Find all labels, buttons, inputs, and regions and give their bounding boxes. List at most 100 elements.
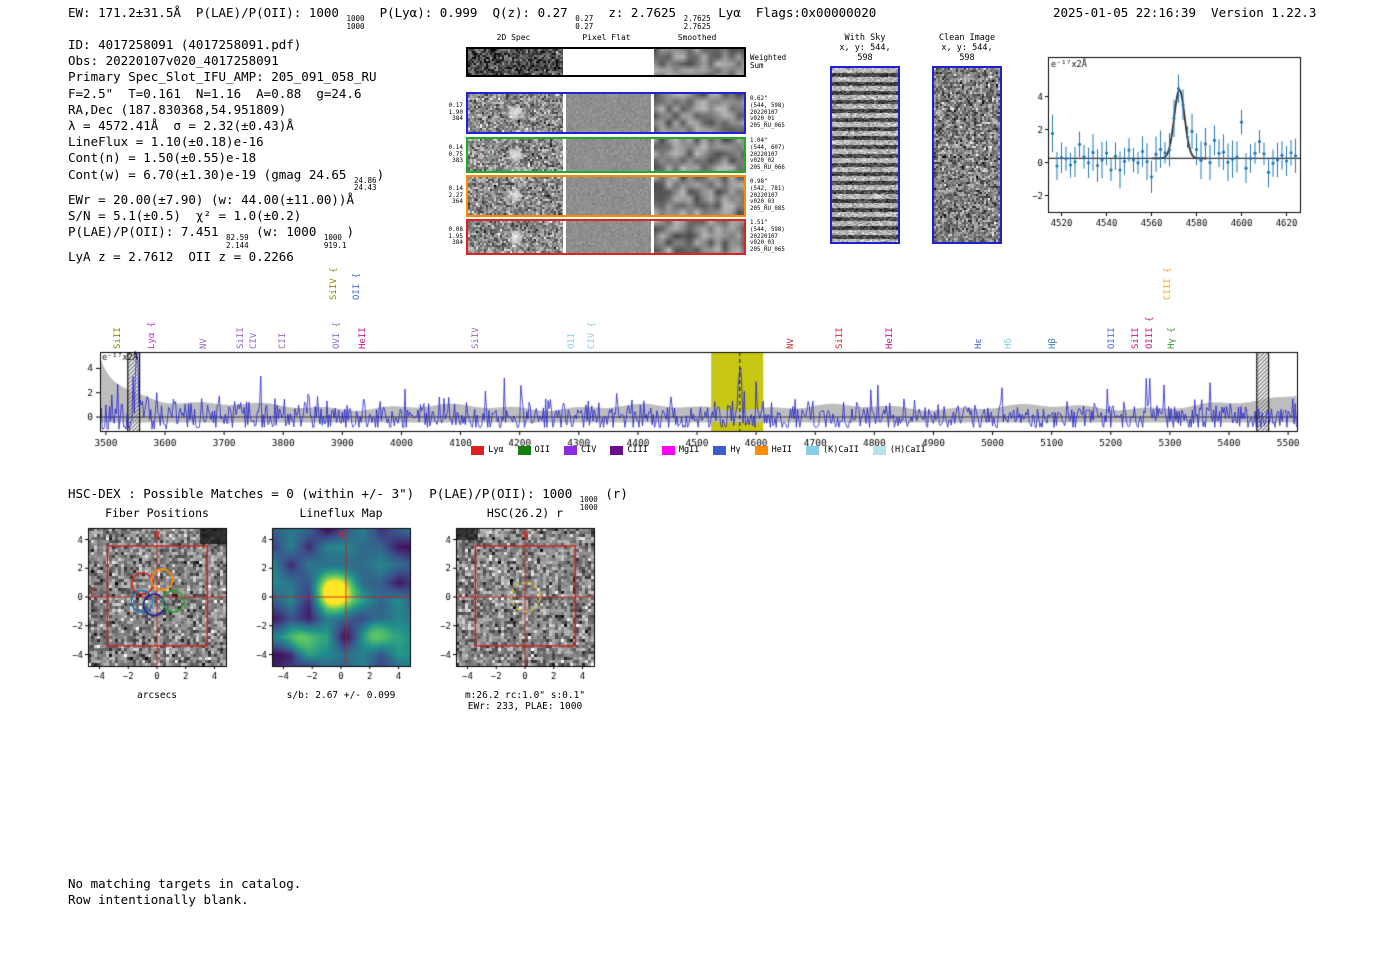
with-sky-coords: x, y: 544, 598	[839, 43, 891, 63]
legend-item: OII	[517, 445, 550, 455]
spec2d-row-right-info: 0.62" (544, 598) 20220107 v020_01 205_RU_065	[750, 96, 796, 130]
spec2d-row-left-stats: 0.17 1.90 384	[442, 102, 463, 123]
emission-line-label: CIII {	[1162, 267, 1173, 300]
info-value: 20220107	[750, 233, 778, 240]
line-fit-chart	[1020, 50, 1320, 235]
legend-item: (K)CaII	[806, 445, 859, 455]
legend-item: Lyα	[471, 445, 504, 455]
emission-line-label: CIV {	[586, 321, 597, 349]
text-segment: S/N = 5.1(±0.5) χ² = 1.0(±0.2)	[68, 207, 302, 223]
fraction-top: 82.59	[226, 233, 249, 243]
hsc-r-cutout: HSC(26.2) r m:26.2 rc:1.0" s:0.1" EWr: 2…	[424, 506, 614, 712]
info-value: v020_03	[750, 240, 775, 247]
stat-value: 1.95	[448, 232, 463, 240]
stacked-fraction: 82.59 2.144	[226, 234, 249, 249]
info-line: Cont(w) = 6.70(±1.30)e-19 (gmag 24.65 24…	[68, 167, 384, 192]
col-header-2dspec: 2D Spec	[496, 33, 531, 42]
legend-swatch	[806, 445, 820, 455]
cutout-xlabel2: EWr: 233, PLAE: 1000	[467, 701, 583, 712]
clean-image-coords: x, y: 544, 598	[941, 43, 993, 63]
legend-swatch	[564, 445, 577, 455]
stacked-fraction: 1000 1000	[580, 496, 598, 511]
legend-item: CIV	[564, 445, 596, 455]
spec2d-row-right-info: Weighted Sum	[750, 52, 796, 71]
info-value: Sum	[750, 61, 764, 70]
fraction-top: 1000	[579, 495, 598, 504]
smoothed-strip	[654, 94, 744, 132]
col-header-pixelflat: Pixel Flat	[582, 33, 631, 42]
info-value: (542, 781)	[750, 185, 785, 192]
info-line: S/N = 5.1(±0.5) χ² = 1.0(±0.2)	[68, 208, 384, 224]
smoothed-strip	[654, 177, 744, 215]
legend-label: (H)CaII	[889, 445, 926, 455]
clean-image-panel: Clean Image x, y: 544, 598	[932, 33, 1002, 244]
stacked-fraction: 24.86 24.43	[354, 177, 377, 192]
text-segment: Cont(w) = 6.70(±1.30)e-19 (gmag 24.65	[68, 166, 354, 182]
info-value: 20220107	[750, 109, 778, 116]
legend-label: Lyα	[488, 445, 504, 455]
pixelflat-strip	[566, 177, 651, 215]
legend-label: Hγ	[730, 445, 741, 455]
spec2d-strip	[468, 177, 563, 215]
spec2d-row-right-info: 1.04" (544, 607) 20220107 v020_02 205_RU_066	[750, 138, 796, 172]
spec2d-row-left-stats: 0.14 2.27 364	[442, 185, 463, 206]
info-value: 205_RU_085	[750, 206, 785, 213]
info-line: Primary Spec_Slot_IFU_AMP: 205_091_058_R…	[68, 69, 384, 85]
fraction-bottom: 919.1	[323, 240, 347, 250]
emission-line-label: SiIV {	[329, 267, 340, 300]
text-segment: Lyα Flags:0x00000020	[710, 5, 877, 20]
footer-note-1: No matching targets in catalog.	[68, 876, 302, 891]
info-value: v020_01	[750, 116, 775, 123]
cutout-title: Fiber Positions	[105, 506, 209, 520]
info-line: Obs: 20220107v020_4017258091	[68, 53, 384, 69]
info-value: 205_RU_065	[750, 247, 785, 254]
legend-label: HeII	[771, 445, 793, 455]
fraction-bottom: 2.7625	[683, 21, 711, 31]
stat-value: 0.14	[448, 144, 463, 151]
with-sky-image	[830, 66, 900, 244]
stat-value: 0.17	[448, 102, 463, 109]
info-value: (544, 598)	[750, 102, 785, 109]
pixelflat-strip	[566, 139, 651, 171]
fraction-bottom: 1000	[346, 21, 365, 31]
text-segment: LineFlux = 1.10(±0.18)e-16	[68, 134, 264, 150]
info-value: v020_03	[750, 199, 775, 206]
text-segment: EW: 171.2±31.5Å P(LAE)/P(OII): 1000	[68, 5, 347, 20]
legend-item: HeII	[754, 445, 793, 455]
cutout-title: Lineflux Map	[299, 506, 383, 520]
text-segment: RA,Dec (187.830368,54.951809)	[68, 101, 287, 117]
smoothed-strip	[654, 49, 744, 75]
fraction-bottom: 24.43	[353, 183, 377, 193]
stacked-fraction: 1000 1000	[346, 15, 364, 30]
spec2d-column-headers: 2D Spec Pixel Flat Smoothed	[466, 33, 746, 43]
text-segment: P(LAE)/P(OII): 7.451	[68, 224, 227, 240]
emission-line-label: OVI {	[331, 321, 342, 349]
spec2d-row	[466, 47, 746, 77]
legend-label: MgII	[678, 445, 700, 455]
info-value: v020_02	[750, 158, 775, 165]
text-segment: P(Lyα): 0.999 Q(z): 0.27	[364, 5, 576, 20]
hsc-r-image	[424, 520, 604, 690]
info-value: (544, 598)	[750, 226, 785, 233]
clean-image-title: Clean Image	[938, 33, 996, 43]
fiber-positions-cutout: Fiber Positions arcsecs	[56, 506, 246, 701]
emission-line-label: Lyα {	[147, 321, 158, 349]
info-value: Weighted	[750, 52, 787, 62]
info-line: λ = 4572.41Å σ = 2.32(±0.43)Å	[68, 118, 384, 134]
fraction-bottom: 2.144	[226, 240, 249, 250]
legend-item: Hγ	[713, 445, 741, 455]
text-segment: ID: 4017258091 (4017258091.pdf)	[68, 37, 302, 52]
info-value: 205_RU_066	[750, 165, 785, 172]
legend-swatch	[713, 445, 727, 455]
fraction-bottom: 0.27	[575, 21, 594, 31]
timestamp-version: 2025-01-05 22:16:39 Version 1.22.3	[1053, 5, 1317, 20]
cutout-title: HSC(26.2) r	[486, 506, 564, 520]
spec2d-row-right-info: 1.51" (544, 598) 20220107 v020_03 205_RU_065	[750, 220, 796, 254]
smoothed-strip	[654, 139, 744, 171]
fraction-top: 24.86	[353, 175, 377, 185]
info-value: 20220107	[750, 192, 778, 199]
spec2d-row	[466, 92, 746, 134]
info-value: 0.62"	[750, 96, 768, 103]
legend-swatch	[517, 445, 531, 455]
